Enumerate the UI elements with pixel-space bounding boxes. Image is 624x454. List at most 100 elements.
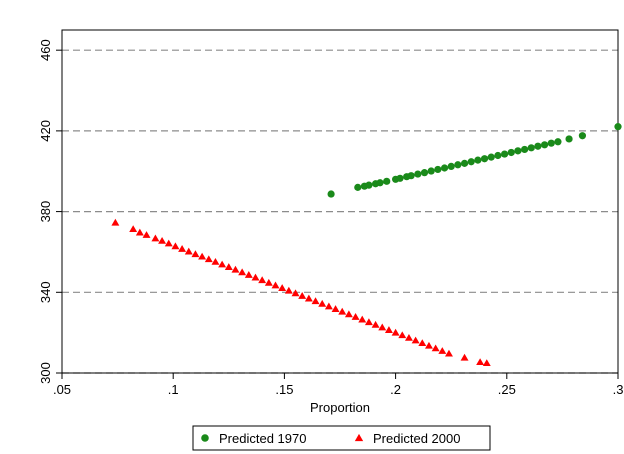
data-point-triangle [151, 234, 160, 242]
data-point-triangle [164, 239, 173, 247]
legend: Predicted 1970 Predicted 2000 [192, 425, 491, 451]
data-point-triangle [135, 228, 144, 236]
data-point-circle [327, 190, 335, 198]
data-point-triangle [298, 292, 307, 299]
x-tick-label: .05 [53, 382, 71, 397]
data-point-circle [383, 177, 391, 185]
x-tick-label: .15 [275, 382, 293, 397]
y-axis: 300 340 380 420 460 [38, 39, 62, 384]
series-layer [111, 123, 622, 367]
data-point-circle [414, 170, 422, 178]
data-point-triangle [425, 341, 433, 349]
data-point-triangle [351, 313, 360, 320]
data-point-triangle [284, 286, 293, 294]
data-point-triangle [251, 273, 260, 281]
data-point-triangle [358, 315, 367, 323]
data-point-triangle [264, 278, 273, 286]
data-point-triangle [445, 349, 453, 357]
x-tick-label: .3 [613, 382, 624, 397]
data-point-circle [487, 153, 495, 161]
data-point-circle [474, 156, 482, 164]
data-point-triangle [238, 268, 247, 276]
data-point-circle [460, 159, 469, 167]
x-tick-label: .25 [498, 382, 516, 397]
data-point-circle [565, 135, 573, 143]
data-point-circle [578, 132, 587, 140]
data-point-circle [494, 151, 502, 160]
data-point-triangle [231, 265, 240, 273]
data-point-triangle [244, 271, 253, 278]
legend-label: Predicted 1970 [219, 431, 306, 446]
y-tick-label: 340 [38, 281, 53, 303]
data-point-triangle [460, 353, 469, 361]
data-point-circle [454, 161, 462, 169]
legend-marker [201, 434, 209, 442]
data-point-circle [434, 165, 442, 174]
x-tick-label: .1 [168, 382, 179, 397]
data-point-triangle [184, 247, 193, 255]
y-tick-label: 420 [38, 120, 53, 142]
series-1 [327, 123, 622, 198]
data-point-triangle [304, 294, 313, 302]
series-2 [111, 218, 491, 367]
data-point-circle [534, 142, 542, 150]
data-point-triangle [178, 245, 187, 252]
data-point-triangle [278, 284, 287, 291]
data-point-triangle [129, 225, 138, 233]
data-point-triangle [258, 276, 267, 284]
data-point-triangle [398, 331, 407, 339]
data-point-triangle [476, 358, 485, 366]
data-point-triangle [404, 334, 413, 341]
data-point-circle [614, 123, 622, 131]
legend-box [192, 425, 491, 451]
data-point-triangle [331, 305, 340, 312]
data-point-triangle [344, 310, 353, 318]
data-point-triangle [311, 297, 320, 305]
data-point-triangle [218, 260, 227, 268]
data-point-triangle [191, 250, 200, 258]
data-point-triangle [411, 336, 420, 344]
data-point-triangle [171, 242, 180, 250]
data-point-circle [354, 183, 362, 191]
data-point-circle [507, 148, 515, 157]
data-point-triangle [431, 344, 440, 352]
data-point-triangle [224, 263, 233, 270]
plot-area-frame [61, 29, 619, 374]
data-point-circle [541, 141, 549, 149]
data-point-circle [440, 164, 449, 172]
data-point-circle [520, 145, 529, 154]
data-point-triangle [318, 299, 327, 307]
y-tick-label: 380 [38, 201, 53, 223]
data-point-triangle [142, 231, 151, 238]
data-point-circle [547, 139, 555, 147]
data-point-circle [554, 138, 562, 146]
data-point-triangle [158, 236, 167, 244]
data-point-triangle [111, 218, 120, 226]
data-point-circle [500, 150, 509, 158]
data-point-circle [365, 181, 373, 189]
data-point-triangle [482, 359, 491, 367]
data-point-triangle [418, 339, 427, 347]
data-point-triangle [204, 255, 213, 263]
legend-marker [354, 433, 364, 442]
data-point-triangle [198, 252, 207, 260]
data-point-triangle [291, 289, 300, 297]
data-point-circle [427, 167, 435, 175]
y-tick-label: 300 [38, 362, 53, 384]
data-point-triangle [384, 326, 393, 333]
data-point-triangle [271, 281, 280, 289]
data-point-triangle [338, 307, 347, 315]
data-point-triangle [364, 318, 373, 326]
data-point-circle [420, 169, 429, 177]
data-point-circle [407, 172, 415, 180]
x-tick-label: .2 [390, 382, 401, 397]
x-axis: .05 .1 .15 .2 .25 .3 [53, 373, 623, 397]
legend-label: Predicted 2000 [373, 431, 460, 446]
data-point-circle [376, 179, 384, 187]
data-point-triangle [324, 302, 333, 310]
data-point-circle [527, 144, 535, 152]
x-axis-title: Proportion [310, 400, 370, 415]
data-point-triangle [378, 323, 387, 331]
